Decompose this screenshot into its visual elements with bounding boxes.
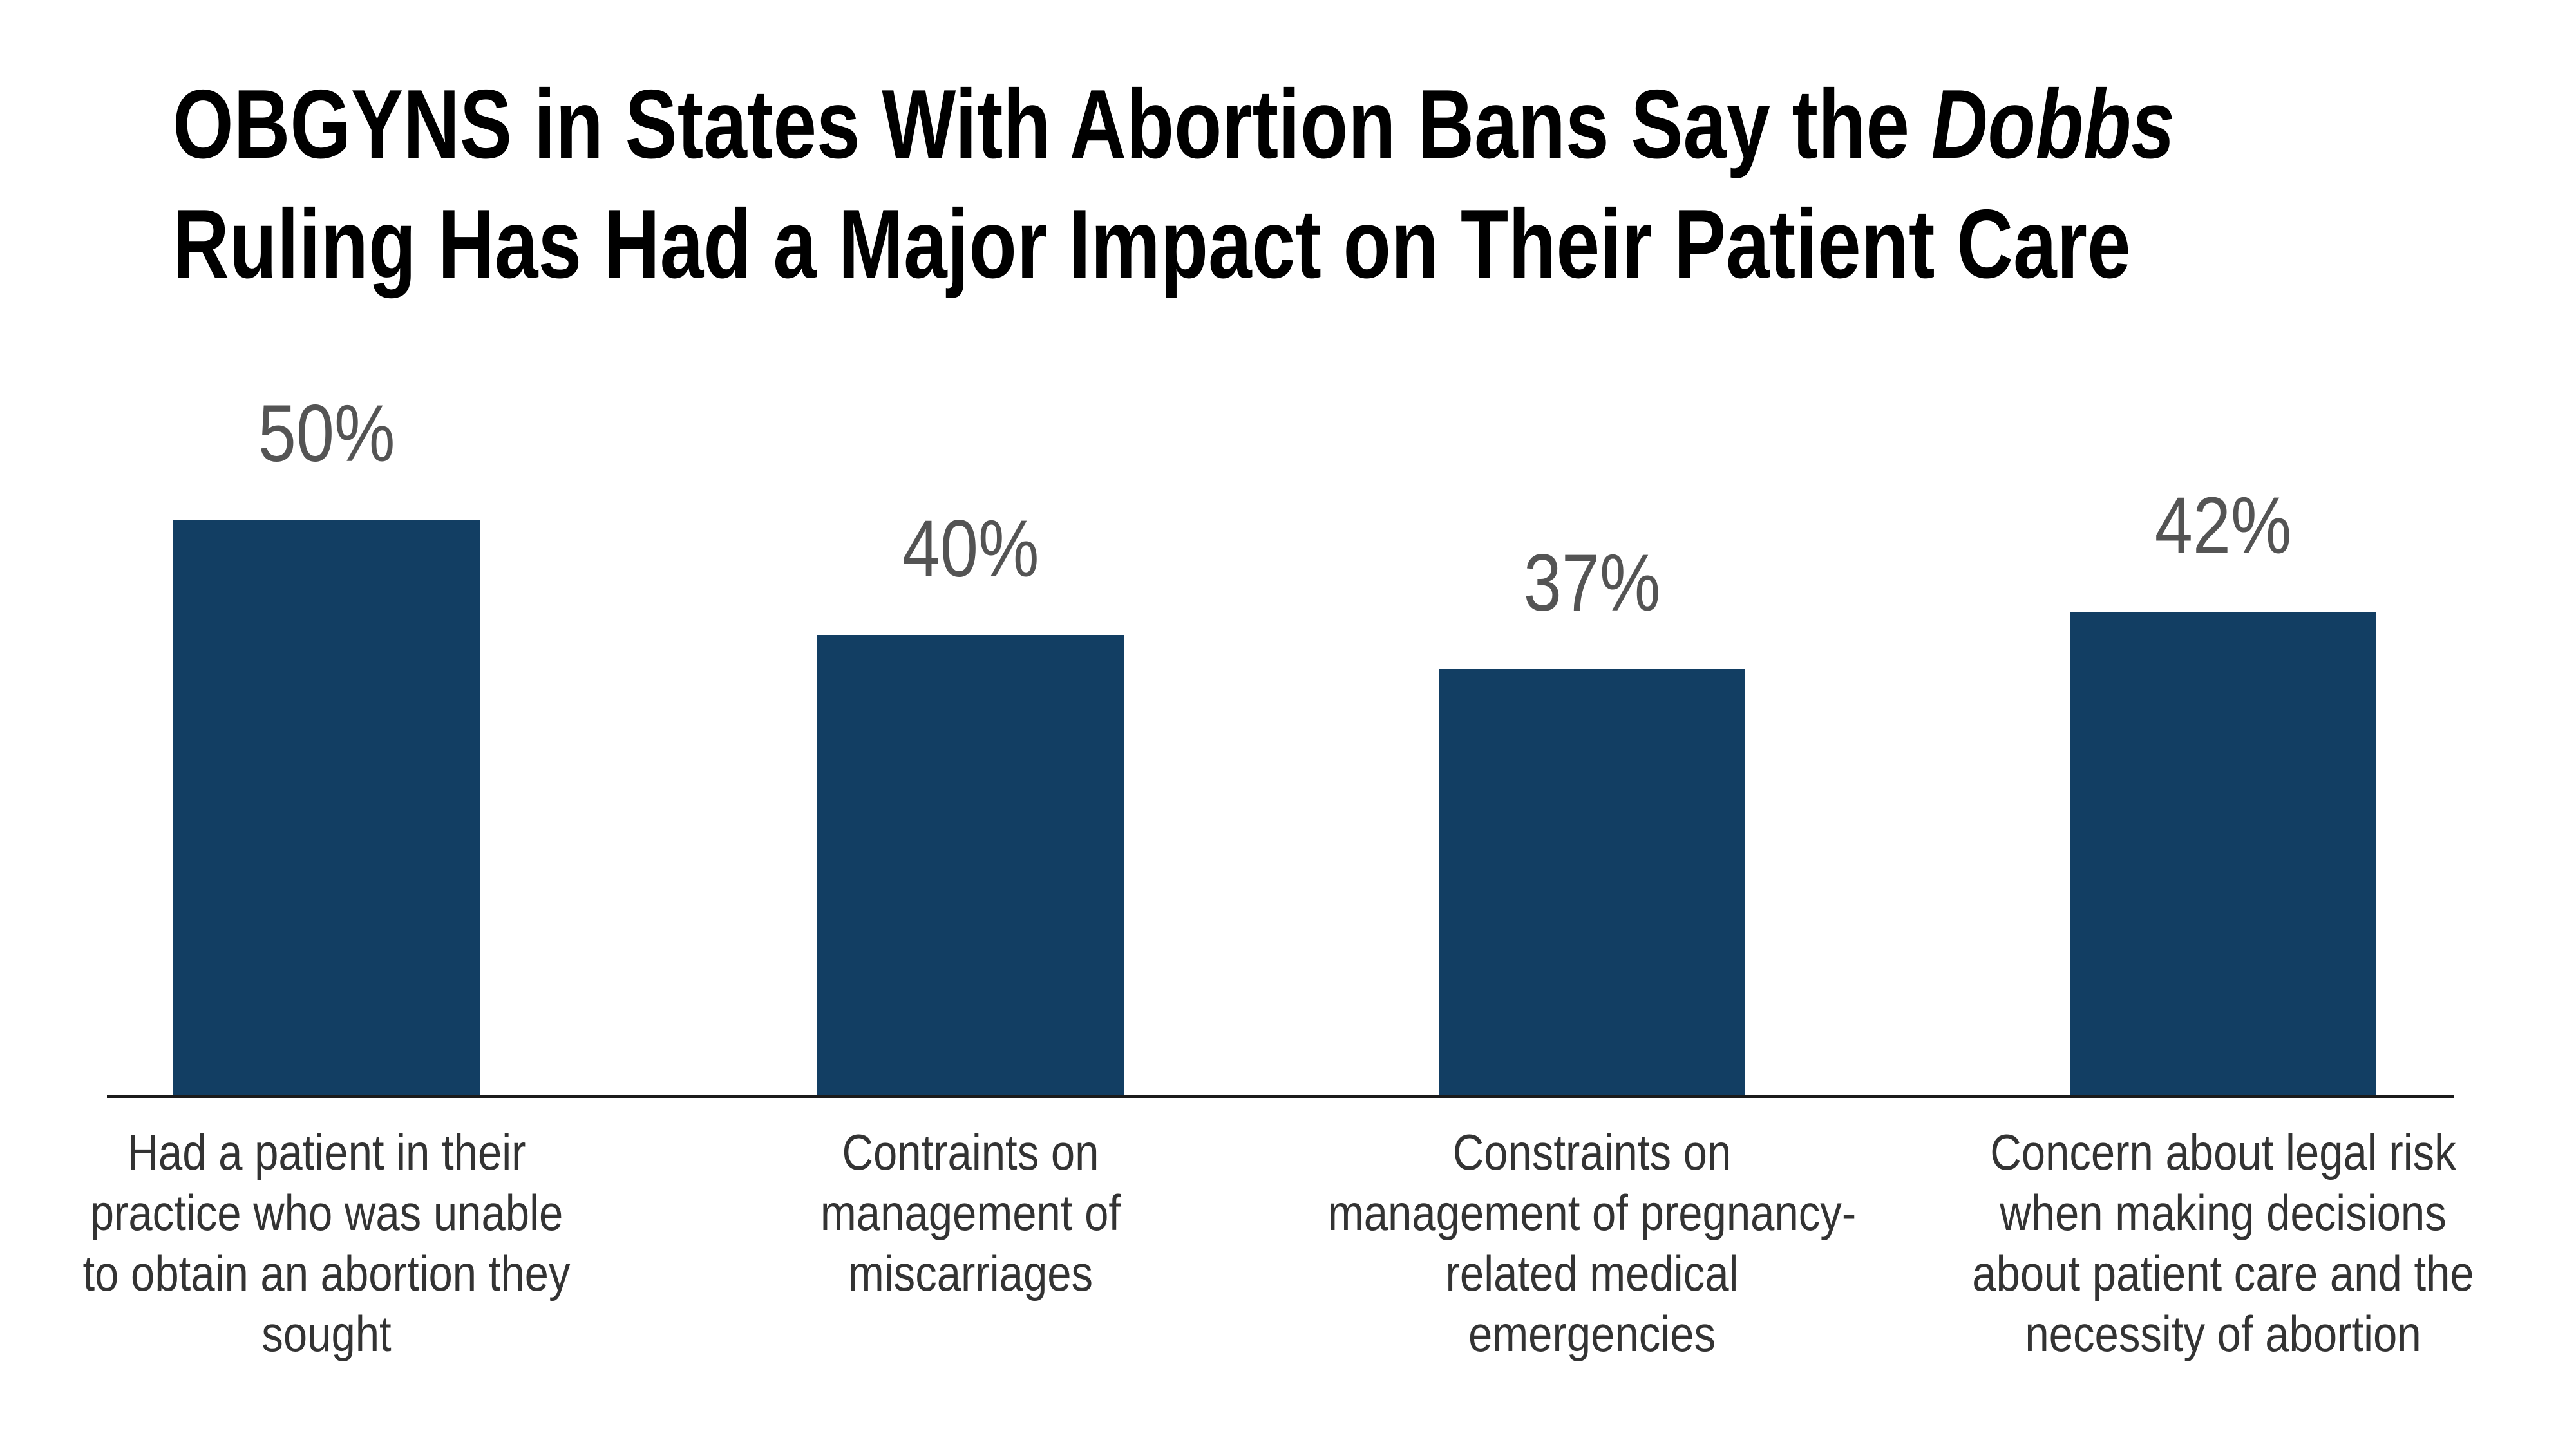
- bar-1: [173, 520, 480, 1095]
- category-label-1: Had a patient in their practice who was …: [82, 1124, 571, 1362]
- value-label-3: 37%: [1523, 538, 1661, 628]
- x-axis-line: [107, 1095, 2454, 1098]
- value-label-4: 42%: [2154, 481, 2292, 571]
- category-label-4: Concern about legal risk when making dec…: [1972, 1124, 2474, 1362]
- chart-title: OBGYNS in States With Abortion Bans Say …: [173, 64, 2175, 304]
- value-label-1: 50%: [258, 389, 395, 478]
- category-label-3: Constraints on management of pregnancy- …: [1327, 1124, 1857, 1362]
- bar-column-4: 42%: [1914, 0, 2532, 1095]
- category-label-2: Contraints on management of miscarriages: [820, 1124, 1121, 1302]
- bar-3: [1439, 669, 1745, 1095]
- chart-title-line-2: Ruling Has Had a Major Impact on Their P…: [173, 189, 2131, 299]
- bar-4: [2070, 612, 2376, 1095]
- bar-column-1: 50%: [17, 0, 636, 1095]
- chart-title-line-1: OBGYNS in States With Abortion Bans Say …: [173, 64, 2175, 184]
- value-label-2: 40%: [902, 504, 1039, 594]
- chart-title-line1-regular: OBGYNS in States With Abortion Bans Say …: [173, 70, 1931, 179]
- bar-2: [817, 635, 1124, 1095]
- bar-column-2: 40%: [661, 0, 1280, 1095]
- chart-title-line1-italic: Dobbs: [1931, 70, 2175, 179]
- bar-column-3: 37%: [1283, 0, 1901, 1095]
